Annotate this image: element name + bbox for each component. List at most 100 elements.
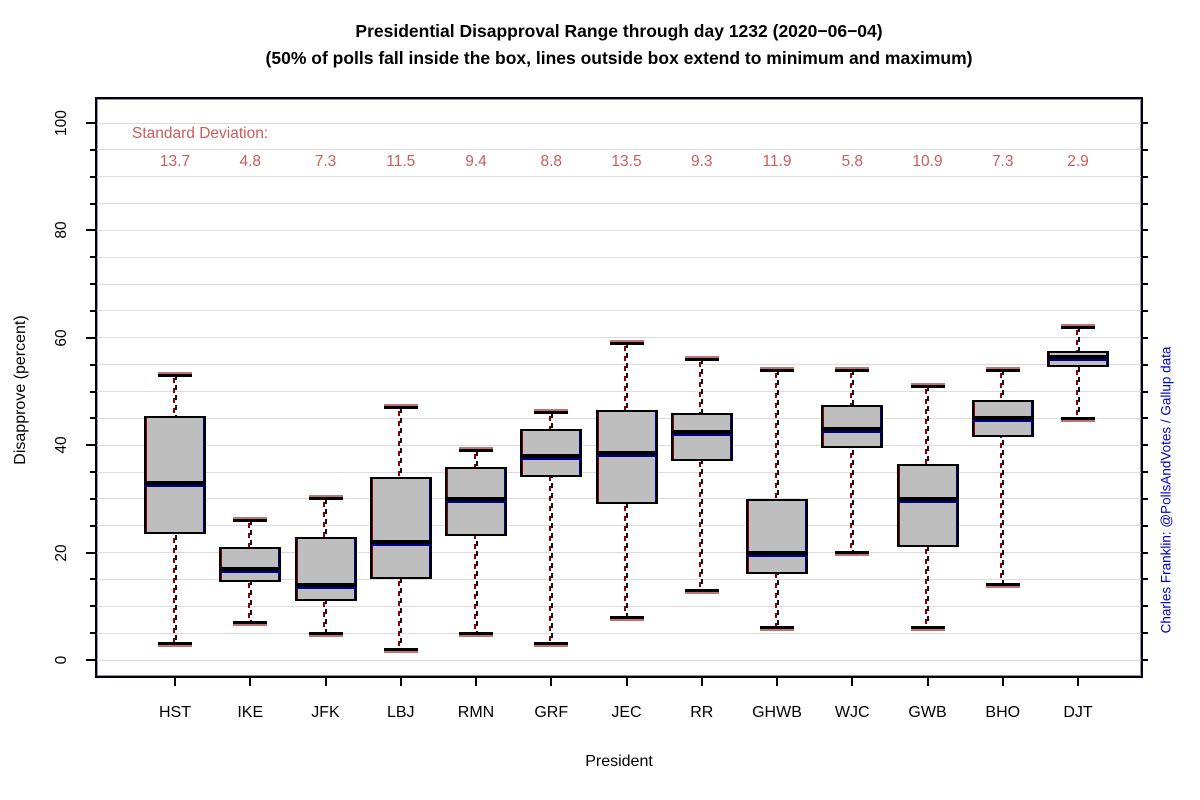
gridline xyxy=(97,552,1141,554)
min-whisker-cap xyxy=(609,615,644,619)
sd-value: 8.8 xyxy=(540,153,563,170)
min-whisker-cap xyxy=(835,551,870,555)
min-whisker-cap xyxy=(684,588,719,592)
max-whisker-cap xyxy=(835,368,870,372)
sd-value: 13.5 xyxy=(611,153,642,170)
sd-value: 10.9 xyxy=(912,153,943,170)
iqr-box-gwb xyxy=(896,464,959,548)
whisker-dash-black xyxy=(550,412,553,644)
y-axis-tick xyxy=(86,336,95,339)
min-whisker-cap xyxy=(910,626,945,630)
sd-value: 7.3 xyxy=(314,153,337,170)
y-tick-label: 0 xyxy=(53,655,70,665)
iqr-box-lbj xyxy=(369,477,432,580)
iqr-box-hst xyxy=(144,415,206,534)
x-tick-label-wjc: WJC xyxy=(834,704,870,721)
x-axis-tick xyxy=(700,678,703,686)
y-axis-tick xyxy=(90,471,95,474)
max-whisker-cap xyxy=(910,384,945,388)
y-axis-tick-right xyxy=(1143,283,1148,286)
x-axis-tick xyxy=(174,678,176,686)
x-axis-tick xyxy=(249,678,252,686)
y-axis-tick-right xyxy=(1143,175,1148,178)
plot-area: 0 20 40 60 80 100 Standard Deviation: 13.7 HST 4.… xyxy=(53,97,1148,721)
gridline xyxy=(97,256,1141,258)
gridline xyxy=(97,122,1141,124)
sd-value: 7.3 xyxy=(991,153,1014,170)
median-line xyxy=(369,539,432,544)
y-axis-tick xyxy=(86,444,95,447)
x-tick-label-bho: BHO xyxy=(985,704,1021,721)
y-axis-label: Disapprove (percent) xyxy=(12,315,29,465)
min-whisker-cap xyxy=(459,631,493,635)
min-whisker-cap xyxy=(534,642,569,646)
median-line xyxy=(971,416,1034,421)
gridline xyxy=(97,176,1141,178)
iqr-box-wjc xyxy=(821,404,884,448)
sd-value: 9.4 xyxy=(465,153,487,170)
y-axis-tick-right xyxy=(1143,202,1148,205)
iqr-box-ghwb xyxy=(746,498,808,575)
whisker-dash-red xyxy=(473,450,476,634)
x-axis-label: President xyxy=(585,753,653,770)
sd-value: 11.5 xyxy=(386,153,416,170)
y-axis-tick-right xyxy=(1143,229,1148,232)
y-axis-tick xyxy=(90,363,95,366)
chart-title: Presidential Disapproval Range through d… xyxy=(355,21,883,41)
y-tick-label: 40 xyxy=(53,436,70,454)
whisker-dash-black xyxy=(1002,370,1005,585)
min-whisker-cap xyxy=(308,631,343,635)
x-tick-label-rr: RR xyxy=(690,704,714,721)
max-whisker-cap xyxy=(158,373,192,377)
sd-value: 4.8 xyxy=(239,153,262,170)
x-tick-label-djt: DJT xyxy=(1063,704,1093,721)
x-axis-tick xyxy=(625,678,628,686)
x-tick-label-gwb: GWB xyxy=(908,704,947,721)
gridline xyxy=(97,149,1141,151)
y-axis-tick-right xyxy=(1143,578,1148,581)
whisker-line xyxy=(849,370,854,553)
y-tick-label: 60 xyxy=(53,329,70,347)
y-axis-tick xyxy=(90,175,95,178)
whisker-line xyxy=(1075,327,1080,419)
whisker-dash-black xyxy=(701,359,704,591)
median-line xyxy=(821,427,884,432)
max-whisker-cap xyxy=(1061,325,1095,329)
whisker-dash-red xyxy=(548,412,551,644)
gridline xyxy=(97,605,1141,607)
x-tick-label-ghwb: GHWB xyxy=(752,704,802,721)
x-tick-label-grf: GRF xyxy=(534,704,569,721)
max-whisker-cap xyxy=(534,411,569,415)
sd-value: 13.7 xyxy=(159,153,191,170)
sd-value: 11.9 xyxy=(762,153,792,170)
gridline xyxy=(97,229,1141,231)
y-axis-tick-right xyxy=(1143,256,1148,259)
gridline xyxy=(97,578,1141,580)
y-axis-tick-right xyxy=(1143,605,1148,608)
median-line xyxy=(219,566,282,571)
min-whisker-cap xyxy=(760,626,794,630)
y-axis-tick-right xyxy=(1143,444,1148,447)
whisker-dash-black xyxy=(851,370,854,553)
y-axis-tick-right xyxy=(1143,497,1148,500)
x-axis-tick xyxy=(851,678,854,686)
gridline xyxy=(97,283,1141,285)
whisker-line xyxy=(548,412,553,644)
y-axis-tick xyxy=(90,202,95,205)
whisker-line xyxy=(699,359,704,591)
y-axis-tick-right xyxy=(1143,471,1148,474)
min-whisker-cap xyxy=(985,583,1020,587)
chart-header: Presidential Disapproval Range through d… xyxy=(266,18,973,72)
y-axis-tick xyxy=(90,605,95,608)
x-axis-tick xyxy=(776,678,778,686)
x-tick-label-rmn: RMN xyxy=(457,704,495,721)
iqr-box-rr xyxy=(670,412,733,462)
iqr-box-rmn xyxy=(445,466,507,537)
median-line xyxy=(595,451,658,456)
iqr-box-ike xyxy=(219,547,282,583)
median-line xyxy=(520,453,583,458)
x-tick-label-ike: IKE xyxy=(237,704,264,721)
whisker-dash-red xyxy=(699,359,702,591)
x-axis-tick xyxy=(550,678,553,686)
median-line xyxy=(746,550,808,555)
